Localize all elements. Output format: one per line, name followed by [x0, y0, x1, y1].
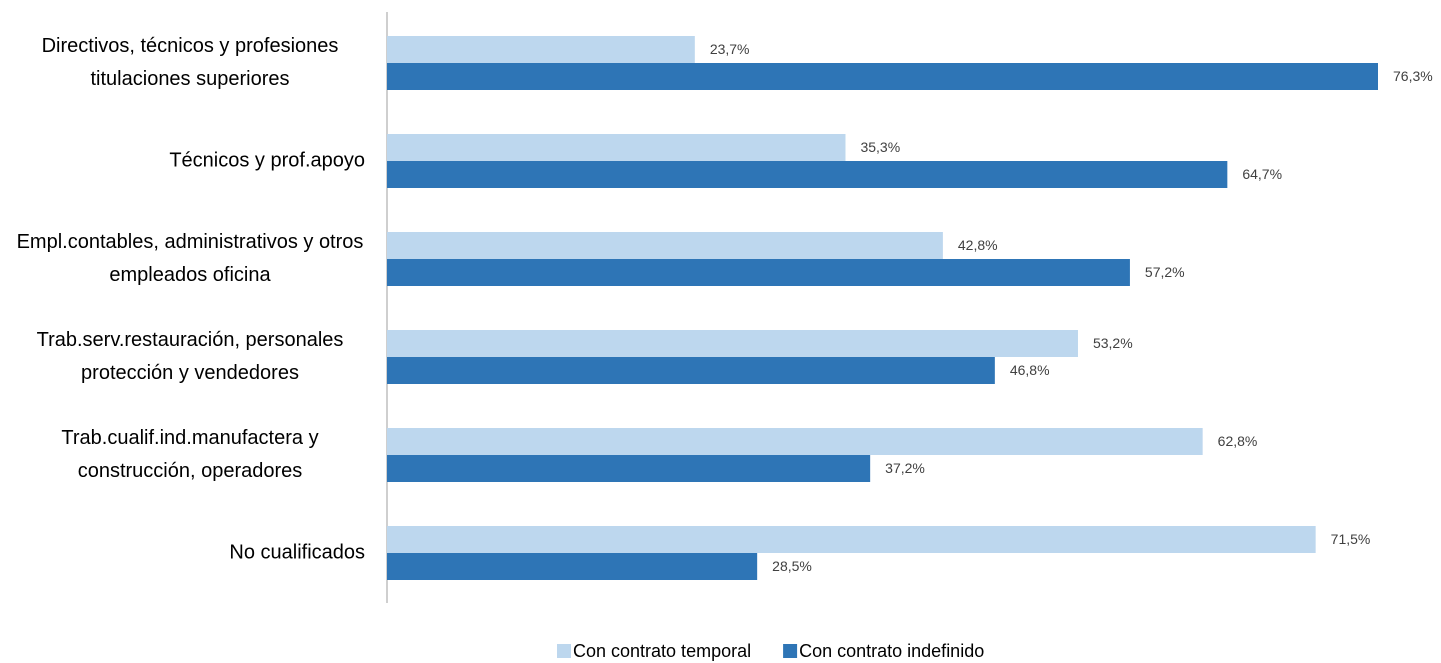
bar [387, 455, 871, 482]
value-label: 57,2% [1145, 264, 1185, 280]
bar [387, 134, 846, 161]
value-label: 71,5% [1331, 531, 1371, 547]
bar [387, 330, 1078, 357]
value-label: 23,7% [710, 41, 750, 57]
category-label-box: Directivos, técnicos y profesiones titul… [5, 30, 365, 96]
value-label: 37,2% [885, 460, 925, 476]
category-label-box: Empl.contables, administrativos y otros … [5, 226, 365, 292]
bar [387, 553, 758, 580]
category-label-box: No cualificados [5, 537, 365, 570]
category-label: Trab.serv.restauración, personales prote… [36, 329, 344, 384]
bar [387, 161, 1228, 188]
category-label-box: Trab.serv.restauración, personales prote… [5, 324, 365, 390]
category-label: Técnicos y prof.apoyo [169, 149, 365, 172]
category-label: No cualificados [229, 541, 365, 564]
legend-swatch [557, 644, 571, 658]
bar [387, 526, 1316, 553]
value-label: 46,8% [1010, 362, 1050, 378]
value-label: 62,8% [1218, 433, 1258, 449]
bar [387, 259, 1130, 286]
bar [387, 428, 1203, 455]
bar [387, 63, 1378, 90]
value-label: 35,3% [860, 139, 900, 155]
legend-label: Con contrato indefinido [799, 641, 984, 661]
bar [387, 357, 995, 384]
legend-label: Con contrato temporal [573, 641, 751, 661]
category-label-box: Trab.cualif.ind.manufactera y construcci… [5, 422, 365, 488]
value-label: 28,5% [772, 558, 812, 574]
legend-swatch [783, 644, 798, 658]
category-label-box: Técnicos y prof.apoyo [5, 145, 365, 178]
category-label: Directivos, técnicos y profesiones titul… [41, 35, 339, 90]
category-label: Trab.cualif.ind.manufactera y construcci… [61, 427, 319, 482]
value-label: 42,8% [958, 237, 998, 253]
category-label: Empl.contables, administrativos y otros … [16, 231, 364, 286]
value-label: 76,3% [1393, 68, 1433, 84]
bar [387, 232, 943, 259]
value-label: 64,7% [1242, 166, 1282, 182]
value-label: 53,2% [1093, 335, 1133, 351]
bar [387, 36, 695, 63]
